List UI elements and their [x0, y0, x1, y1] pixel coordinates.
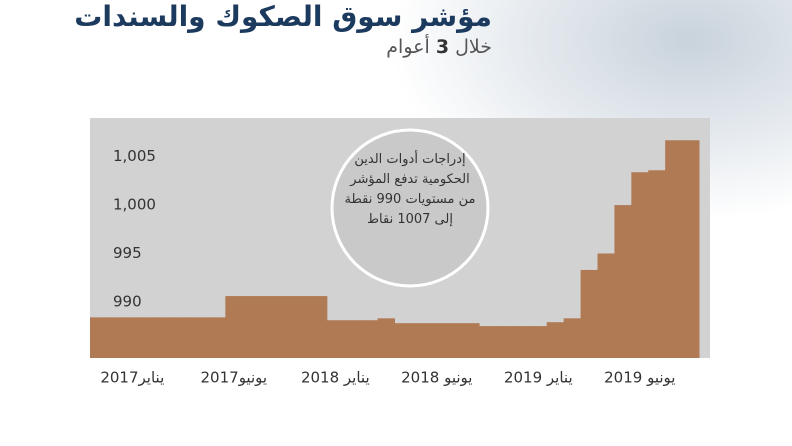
area-step — [106, 317, 125, 358]
y-tick-label: 990 — [113, 292, 142, 310]
area-step — [546, 322, 565, 358]
area-step — [580, 269, 598, 358]
y-tick-label: 995 — [113, 244, 142, 262]
area-step — [90, 317, 108, 358]
chart-subtitle: خلال 3 أعوام — [386, 36, 492, 58]
area-step — [208, 317, 226, 358]
area-step — [123, 317, 142, 358]
area-step — [259, 296, 277, 358]
x-tick-label: يونيو2017 — [201, 369, 268, 387]
area-step — [682, 140, 700, 358]
area-step — [360, 320, 379, 358]
subtitle-part: خلال — [455, 36, 492, 58]
area-step — [140, 317, 159, 358]
area-step — [309, 296, 328, 358]
area-step — [512, 326, 531, 358]
subtitle-part: 3 — [435, 36, 450, 58]
annotation-circle — [330, 128, 490, 288]
area-step — [445, 323, 463, 358]
annotation: إدراجات أدوات الدين الحكومية تدفع المؤشر… — [344, 152, 476, 227]
area-step — [428, 323, 446, 358]
area-step — [394, 323, 412, 358]
area-step — [631, 172, 649, 358]
area-step — [648, 170, 666, 358]
area-step — [529, 326, 548, 358]
x-tick-label: يناير 2018 — [301, 369, 370, 387]
area-step — [293, 296, 311, 358]
x-tick-label: يناير2017 — [100, 369, 164, 387]
area-step — [242, 296, 260, 358]
y-tick-label: 1,005 — [113, 147, 156, 165]
area-step — [343, 320, 362, 358]
y-tick-label: 1,000 — [113, 196, 156, 214]
area-step — [614, 205, 632, 358]
area-step — [563, 318, 582, 358]
area-step — [157, 317, 176, 358]
x-tick-label: يناير 2019 — [504, 369, 573, 387]
area-step — [276, 296, 294, 358]
area-step — [174, 317, 192, 358]
area-step — [496, 326, 514, 358]
subtitle-part: أعوام — [386, 36, 430, 58]
x-tick-label: يونيو 2019 — [604, 369, 675, 387]
area-step — [411, 323, 429, 358]
area-step — [377, 318, 395, 358]
area-step — [479, 326, 497, 358]
area-step — [225, 296, 243, 358]
area-step — [597, 253, 615, 358]
area-step — [326, 320, 345, 358]
area-step — [191, 317, 209, 358]
area-step — [665, 140, 683, 358]
chart-title: مؤشر سوق الصكوك والسندات — [74, 0, 492, 33]
area-step — [462, 323, 480, 358]
x-tick-label: يونيو 2018 — [401, 369, 472, 387]
